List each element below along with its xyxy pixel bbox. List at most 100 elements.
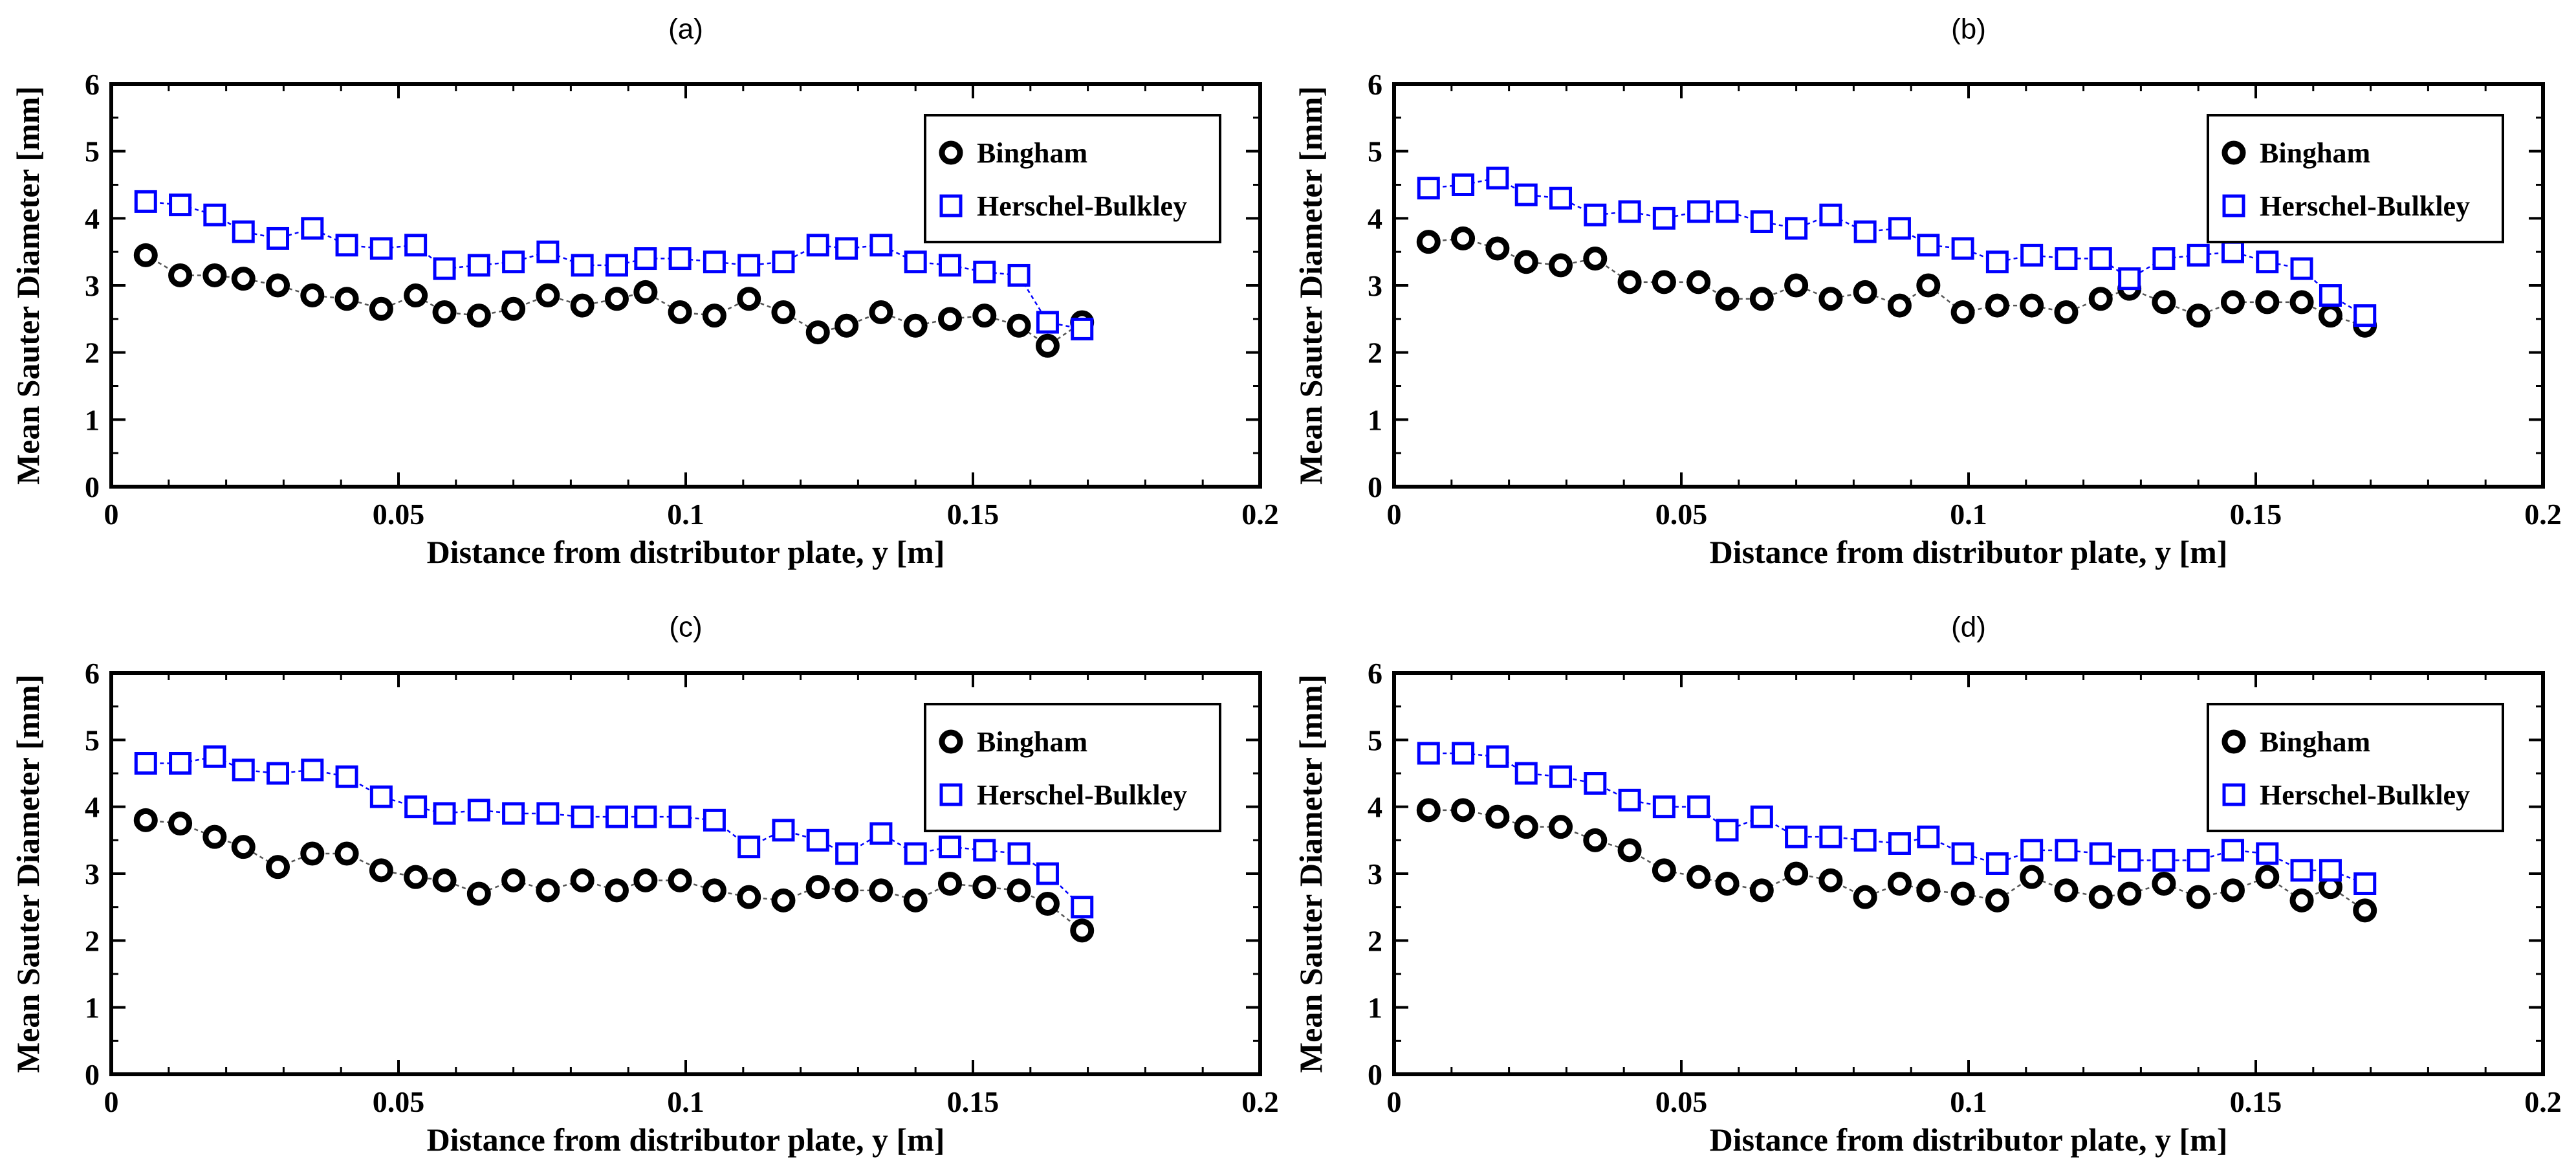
data-point-herschel-bulkley (169, 193, 192, 217)
data-point-herschel-bulkley (737, 835, 761, 859)
y-tick-label: 5 (1368, 135, 1382, 168)
data-point-herschel-bulkley (973, 260, 996, 283)
data-point-bingham (466, 304, 491, 328)
data-point-bingham (1916, 273, 1941, 298)
panel-title: (b) (1951, 14, 1986, 45)
data-point-bingham (266, 855, 290, 879)
data-point-herschel-bulkley (1071, 317, 1094, 340)
data-point-herschel-bulkley (404, 234, 428, 257)
data-point-bingham (1652, 270, 1676, 294)
data-point-bingham (2255, 865, 2280, 889)
data-point-herschel-bulkley (2187, 848, 2210, 872)
data-point-herschel-bulkley (1819, 203, 1842, 227)
data-point-herschel-bulkley (1951, 237, 1974, 260)
x-tick-label: 0 (104, 498, 119, 531)
data-point-bingham (231, 267, 256, 291)
data-point-herschel-bulkley (2353, 872, 2377, 895)
data-point-herschel-bulkley (2152, 247, 2176, 271)
y-tick-label: 0 (85, 1058, 100, 1091)
data-point-bingham (633, 868, 658, 892)
legend-marker-bingham (2221, 729, 2246, 754)
data-point-bingham (1950, 300, 1975, 324)
data-point-bingham (1583, 247, 1608, 271)
data-point-herschel-bulkley (1514, 762, 1538, 785)
data-point-herschel-bulkley (335, 234, 358, 257)
data-point-bingham (300, 841, 325, 866)
y-tick-label: 3 (85, 269, 100, 302)
data-point-herschel-bulkley (1985, 250, 2009, 274)
x-tick-label: 0.05 (373, 498, 425, 531)
series-line (146, 819, 1083, 931)
data-point-herschel-bulkley (806, 234, 829, 257)
data-point-bingham (168, 263, 193, 287)
data-point-bingham (1818, 287, 1843, 311)
data-point-herschel-bulkley (203, 203, 226, 227)
x-axis-label: Distance from distributor plate, y [m] (427, 534, 945, 570)
data-point-herschel-bulkley (267, 762, 290, 785)
data-point-bingham (1035, 892, 1060, 916)
y-tick-label: 6 (1368, 68, 1382, 101)
data-point-bingham (202, 263, 227, 287)
data-point-herschel-bulkley (1853, 220, 1877, 243)
y-tick-label: 4 (85, 791, 100, 824)
data-point-bingham (702, 304, 726, 328)
data-point-bingham (1749, 287, 1774, 311)
data-point-bingham (937, 307, 962, 331)
data-point-herschel-bulkley (1452, 742, 1475, 765)
data-point-bingham (2255, 290, 2280, 315)
data-point-herschel-bulkley (1785, 825, 1808, 848)
data-point-bingham (2318, 304, 2342, 328)
data-point-herschel-bulkley (2089, 842, 2112, 865)
data-point-herschel-bulkley (2020, 243, 2044, 267)
data-point-herschel-bulkley (203, 745, 226, 768)
data-point-herschel-bulkley (134, 190, 157, 213)
data-point-bingham (432, 868, 457, 892)
data-point-herschel-bulkley (1071, 896, 1094, 919)
data-point-bingham (1007, 878, 1031, 903)
x-tick-label: 0.05 (1655, 1085, 1708, 1118)
data-point-herschel-bulkley (1618, 200, 1641, 223)
data-point-herschel-bulkley (1687, 200, 1710, 223)
legend-label: Bingham (2260, 726, 2370, 758)
data-point-bingham (869, 878, 893, 903)
data-point-bingham (1549, 253, 1573, 278)
data-point-bingham (133, 808, 158, 832)
data-point-herschel-bulkley (404, 795, 428, 819)
series-bingham (133, 808, 1095, 943)
data-point-herschel-bulkley (938, 254, 961, 277)
data-point-bingham (1985, 888, 2009, 912)
y-tick-label: 3 (1368, 269, 1382, 302)
y-tick-label: 6 (1368, 657, 1382, 690)
data-point-bingham (369, 858, 393, 883)
y-tick-label: 2 (85, 337, 100, 370)
data-point-bingham (1007, 313, 1031, 338)
data-point-herschel-bulkley (2118, 848, 2141, 872)
data-point-bingham (1853, 885, 1877, 909)
data-point-bingham (702, 878, 726, 903)
data-point-herschel-bulkley (605, 805, 628, 828)
data-point-herschel-bulkley (433, 802, 456, 825)
data-point-bingham (1485, 236, 1510, 261)
data-point-herschel-bulkley (634, 805, 657, 828)
series-herschel-bulkley (1417, 166, 2377, 327)
data-point-bingham (1686, 865, 1711, 889)
data-point-bingham (570, 293, 595, 318)
y-tick-label: 4 (85, 202, 100, 235)
data-point-herschel-bulkley (2089, 247, 2112, 271)
y-tick-label: 6 (85, 657, 100, 690)
data-point-bingham (2088, 885, 2113, 909)
data-point-bingham (2220, 290, 2245, 315)
data-point-herschel-bulkley (869, 822, 893, 845)
data-point-bingham (604, 878, 629, 903)
legend-label: Bingham (2260, 137, 2370, 169)
data-point-herschel-bulkley (301, 217, 324, 240)
data-point-bingham (2152, 290, 2176, 315)
data-point-herschel-bulkley (2187, 243, 2210, 267)
y-tick-label: 1 (1368, 991, 1382, 1024)
data-point-herschel-bulkley (2256, 842, 2279, 865)
data-point-herschel-bulkley (1917, 234, 1940, 257)
data-point-herschel-bulkley (1750, 805, 1773, 828)
data-point-herschel-bulkley (369, 785, 393, 808)
data-point-herschel-bulkley (1036, 862, 1059, 885)
data-point-bingham (334, 841, 359, 866)
